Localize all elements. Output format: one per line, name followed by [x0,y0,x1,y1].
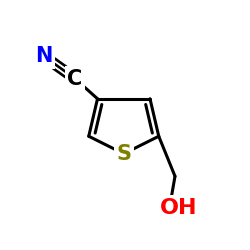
Text: C: C [68,69,82,89]
Text: S: S [116,144,131,164]
Text: N: N [35,46,52,66]
Text: OH: OH [160,198,198,218]
